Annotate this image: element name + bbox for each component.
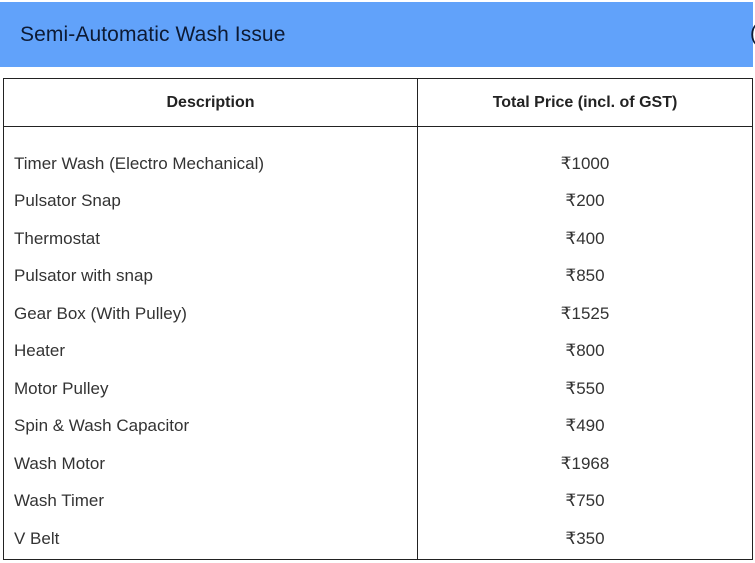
column-header-total-price: Total Price (incl. of GST)	[492, 93, 678, 111]
section-title: Semi-Automatic Wash Issue	[20, 22, 286, 46]
price-cell: ₹1968	[560, 453, 610, 473]
price-cell: ₹850	[565, 266, 605, 286]
description-cell: V Belt	[14, 528, 60, 548]
price-cell: ₹550	[565, 378, 605, 398]
description-cell: Pulsator Snap	[14, 191, 121, 211]
price-column: ₹1000 ₹200 ₹400 ₹850 ₹1525 ₹800 ₹550 ₹49…	[418, 127, 752, 559]
description-cell: Pulsator with snap	[14, 266, 153, 286]
price-cell: ₹400	[565, 228, 605, 248]
price-cell: ₹350	[565, 528, 605, 548]
price-cell: ₹490	[565, 416, 605, 436]
description-column: Timer Wash (Electro Mechanical) Pulsator…	[4, 127, 418, 559]
section-header: Semi-Automatic Wash Issue (	[0, 2, 755, 67]
table-body: Timer Wash (Electro Mechanical) Pulsator…	[4, 127, 752, 559]
description-cell: Timer Wash (Electro Mechanical)	[14, 153, 265, 173]
description-cell: Thermostat	[14, 228, 100, 248]
table-header-row: Description Total Price (incl. of GST)	[4, 79, 752, 127]
column-header-description: Description	[4, 79, 418, 126]
description-cell: Wash Motor	[14, 453, 106, 473]
clipped-header-text: (	[750, 22, 755, 46]
description-cell: Wash Timer	[14, 491, 105, 511]
price-cell: ₹200	[565, 191, 605, 211]
description-cell: Spin & Wash Capacitor	[14, 416, 190, 436]
price-cell: ₹800	[565, 341, 605, 361]
price-cell: ₹1000	[560, 153, 610, 173]
description-cell: Motor Pulley	[14, 378, 109, 398]
description-cell: Heater	[14, 341, 66, 361]
price-table: Description Total Price (incl. of GST) T…	[3, 78, 753, 560]
price-cell: ₹750	[565, 491, 605, 511]
description-cell: Gear Box (With Pulley)	[14, 303, 187, 323]
price-cell: ₹1525	[560, 303, 610, 323]
